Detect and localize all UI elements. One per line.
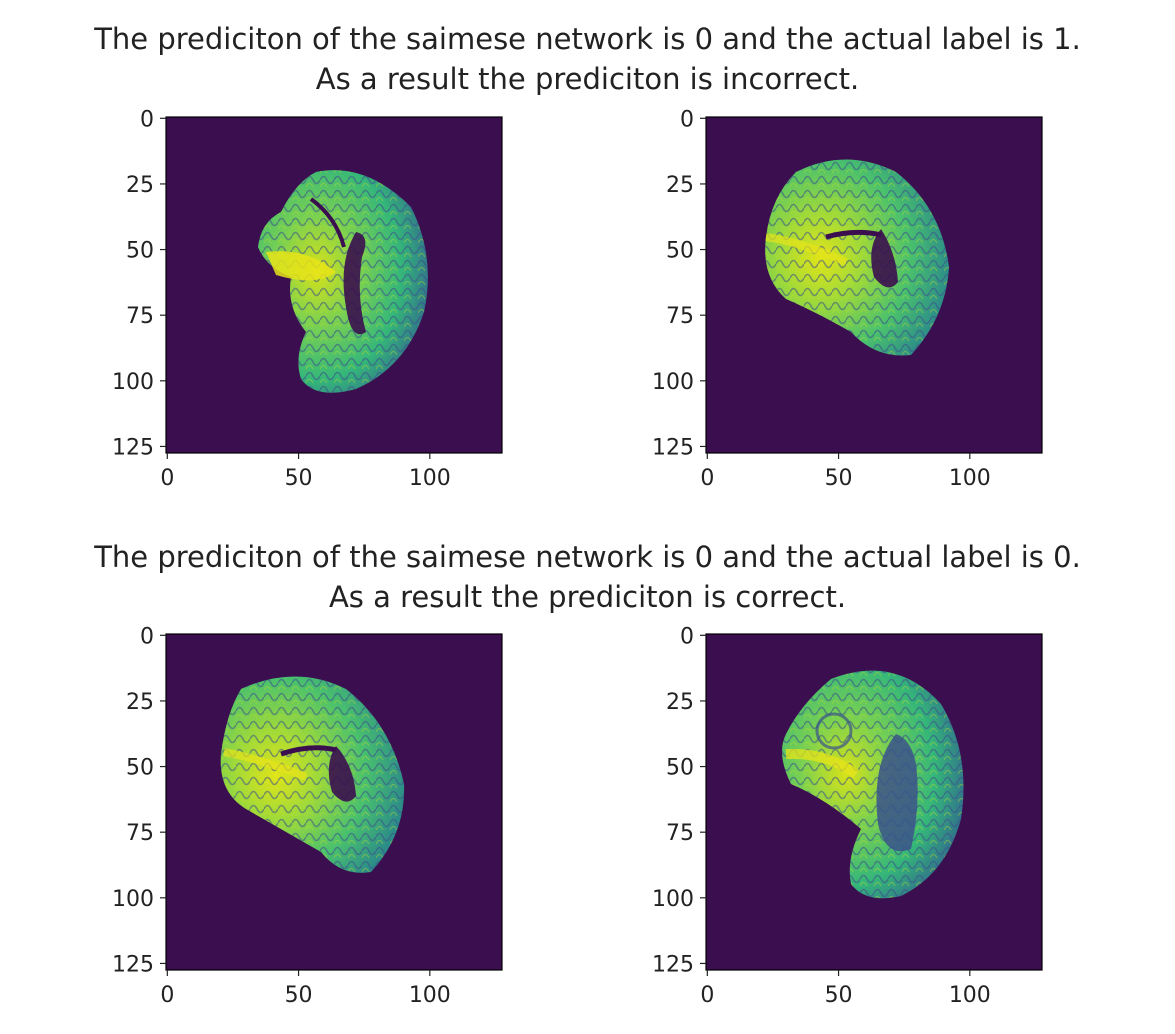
x-tick-label: 100 [949,983,991,1008]
y-tick-label: 75 [126,821,154,846]
x-tick-label: 0 [700,466,714,491]
y-tick-label: 0 [680,107,694,132]
subplot-1-1 [165,116,503,454]
y-tick-label: 125 [652,952,694,977]
row-1-title-line-1: The prediciton of the saimese network is… [94,22,1081,56]
row-2-title: The prediciton of the saimese network is… [0,537,1175,617]
row-1-title: The prediciton of the saimese network is… [0,19,1175,99]
y-tick-label: 25 [126,690,154,715]
y-tick-label: 25 [666,690,694,715]
brain-image-4 [782,670,964,899]
y-tick-label: 125 [112,952,154,977]
x-tick-label: 100 [409,466,451,491]
x-tick-label: 50 [825,983,853,1008]
x-tick-label: 0 [160,983,174,1008]
y-tick-label: 125 [652,435,694,460]
y-tick-label: 0 [140,624,154,649]
y-tick-label: 0 [140,107,154,132]
y-tick-label: 75 [126,304,154,329]
y-tick-label: 25 [126,173,154,198]
row-2-title-line-2: As a result the prediciton is correct. [328,580,847,614]
y-tick-label: 25 [666,173,694,198]
brain-image-2 [765,159,949,356]
brain-image-1 [258,170,428,393]
y-tick-label: 50 [126,756,154,781]
y-tick-label: 75 [666,304,694,329]
x-tick-label: 50 [825,466,853,491]
x-tick-label: 100 [409,983,451,1008]
subplot-2-2 [705,633,1043,971]
subplot-1-2 [705,116,1043,454]
row-2-title-line-1: The prediciton of the saimese network is… [94,540,1081,574]
y-tick-label: 75 [666,821,694,846]
y-tick-label: 50 [666,756,694,781]
brain-image-3 [220,676,405,873]
row-1-title-line-2: As a result the prediciton is incorrect. [315,62,860,96]
y-tick-label: 0 [680,624,694,649]
x-tick-label: 0 [160,466,174,491]
x-tick-label: 0 [700,983,714,1008]
x-tick-label: 100 [949,466,991,491]
y-tick-label: 125 [112,435,154,460]
y-tick-label: 50 [666,239,694,264]
y-tick-label: 50 [126,239,154,264]
x-tick-label: 50 [285,983,313,1008]
y-tick-label: 100 [112,370,154,395]
subplot-2-1 [165,633,503,971]
y-tick-label: 100 [652,887,694,912]
y-tick-label: 100 [652,370,694,395]
y-tick-label: 100 [112,887,154,912]
x-tick-label: 50 [285,466,313,491]
